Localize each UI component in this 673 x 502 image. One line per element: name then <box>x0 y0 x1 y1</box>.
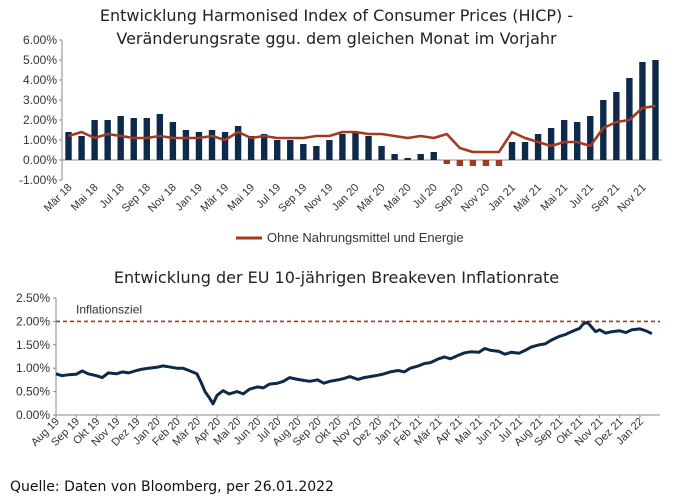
bar <box>91 120 98 160</box>
bar <box>300 144 307 160</box>
bar <box>482 160 490 166</box>
chart1-subtitle: Veränderungsrate ggu. dem gleichen Monat… <box>116 29 557 48</box>
bar <box>639 62 646 160</box>
y-tick-label: 6.00% <box>23 33 57 47</box>
x-tick-label: Nov 19 <box>302 182 335 215</box>
bar <box>117 116 124 160</box>
x-tick-label: Mär 19 <box>198 182 231 215</box>
bar <box>469 160 477 166</box>
x-tick-label: Sep 20 <box>433 182 466 215</box>
bar <box>260 134 268 160</box>
breakeven-line <box>55 320 653 406</box>
y-tick-label: 0.00% <box>23 153 57 167</box>
bar <box>169 122 177 160</box>
x-tick-label: Mai 21 <box>538 182 570 214</box>
bar <box>326 140 333 160</box>
legend-label: Ohne Nahrungsmittel und Energie <box>267 230 464 245</box>
bar <box>560 120 568 160</box>
bar <box>352 132 359 160</box>
bar <box>78 136 85 160</box>
bar <box>495 160 503 166</box>
target-label: Inflationsziel <box>76 302 142 316</box>
y-tick-label: 0.50% <box>16 385 50 399</box>
y-tick-label: 1.00% <box>16 361 50 375</box>
x-tick-label: Nov 20 <box>459 182 492 215</box>
x-tick-label: Mär 21 <box>512 182 545 215</box>
y-tick-label: 5.00% <box>23 53 57 67</box>
x-tick-label: Sep 18 <box>120 182 153 215</box>
bar <box>274 140 281 160</box>
bar <box>613 92 620 160</box>
x-tick-label: Sep 21 <box>589 182 622 215</box>
x-tick-label: Mai 19 <box>225 182 257 214</box>
bar <box>287 140 294 160</box>
source-note: Quelle: Daten von Bloomberg, per 26.01.2… <box>10 479 334 495</box>
bar <box>587 116 594 160</box>
chart1-title: Entwicklung Harmonised Index of Consumer… <box>99 6 574 25</box>
y-tick-label: 1.00% <box>23 133 57 147</box>
bar <box>247 136 255 160</box>
x-tick-label: Mai 18 <box>69 182 101 214</box>
y-tick-label: 0.00% <box>16 408 50 422</box>
y-tick-label: -1.00% <box>19 173 57 187</box>
bar <box>234 126 242 160</box>
y-tick-label: 2.50% <box>16 291 50 305</box>
bar <box>378 146 385 160</box>
bar <box>104 120 111 160</box>
bar <box>534 134 542 160</box>
core-inflation-line <box>68 104 656 154</box>
bar <box>208 130 216 160</box>
x-tick-label: Mär 20 <box>355 182 388 215</box>
bar <box>221 132 229 160</box>
bar <box>521 142 529 160</box>
bar <box>652 60 659 160</box>
bar <box>404 158 411 160</box>
y-tick-label: 4.00% <box>23 73 57 87</box>
bar <box>547 128 555 160</box>
bar <box>443 160 450 164</box>
bar <box>430 152 437 160</box>
x-tick-label: Nov 18 <box>146 182 179 215</box>
bar <box>456 160 464 166</box>
bar <box>182 130 190 160</box>
bar <box>339 134 346 160</box>
x-tick-label: Sep 19 <box>276 182 309 215</box>
chart2-title: Entwicklung der EU 10-jährigen Breakeven… <box>113 268 560 287</box>
x-tick-label: Mai 20 <box>382 182 414 214</box>
y-tick-label: 1.50% <box>16 338 50 352</box>
x-tick-label: Nov 21 <box>615 182 648 215</box>
y-tick-label: 2.00% <box>16 314 50 328</box>
bar <box>313 146 320 160</box>
y-tick-label: 3.00% <box>23 93 57 107</box>
bar <box>391 154 398 160</box>
bar <box>508 142 516 160</box>
breakeven-chart: 0.00% 0.50% 1.00% 1.50% 2.00% 2.50% Inflations… <box>16 291 660 449</box>
y-tick-label: 2.00% <box>23 113 57 127</box>
bar <box>65 132 72 160</box>
bar <box>417 154 424 160</box>
bar <box>195 132 203 160</box>
bar <box>365 136 372 160</box>
hicp-chart: -1.00% 0.00% 1.00% 2.00% 3.00% 4.00% 5.00% 6.00… <box>19 33 662 245</box>
